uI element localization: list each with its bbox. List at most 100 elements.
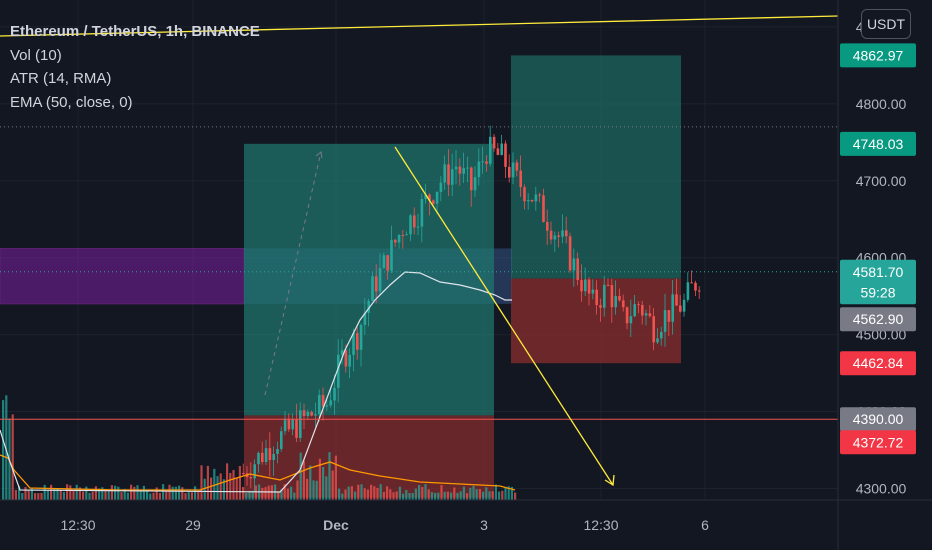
volume-bar xyxy=(43,484,46,500)
volume-bar xyxy=(248,490,251,500)
volume-bar xyxy=(475,489,478,500)
volume-bar xyxy=(152,492,155,500)
candle-body xyxy=(633,304,636,317)
chart-title[interactable]: Ethereum / TetherUS, 1h, BINANCE xyxy=(10,23,260,40)
volume-bar xyxy=(325,476,328,500)
candle-body xyxy=(249,477,253,479)
volume-bar xyxy=(514,492,517,500)
volume-bar xyxy=(430,492,433,500)
volume-bars xyxy=(2,395,517,500)
candle-body xyxy=(454,166,458,170)
volume-bar xyxy=(149,493,152,500)
candle-body xyxy=(363,312,367,325)
volume-bar xyxy=(370,484,373,500)
volume-bar xyxy=(510,486,513,500)
candle-body xyxy=(470,167,473,191)
candle-body xyxy=(625,307,629,324)
volume-bar xyxy=(245,492,248,500)
candle-body xyxy=(287,418,291,430)
volume-bar xyxy=(235,477,238,500)
volume-bar xyxy=(293,492,296,500)
volume-bar xyxy=(114,485,117,500)
candle-body xyxy=(261,452,264,462)
volume-bar xyxy=(469,487,472,500)
volume-bar xyxy=(267,485,270,500)
price-tick-label: 4800.00 xyxy=(856,96,907,112)
volume-bar xyxy=(75,484,78,500)
volume-bar xyxy=(226,463,229,500)
volume-bar xyxy=(466,493,469,500)
candle-body xyxy=(397,234,401,243)
volume-bar xyxy=(446,491,449,500)
candle-body xyxy=(257,452,260,465)
currency-button[interactable]: USDT xyxy=(861,9,911,39)
volume-bar xyxy=(21,492,24,500)
volume-bar xyxy=(11,414,14,500)
volume-bar xyxy=(408,493,411,500)
candle-body xyxy=(496,148,500,155)
trend-line xyxy=(0,15,839,37)
indicator-ema[interactable]: EMA (50, close, 0) xyxy=(10,93,133,111)
candle-body xyxy=(344,350,348,367)
candle-body xyxy=(561,230,564,237)
candle-body xyxy=(299,410,302,438)
price-badge-label: 59:28 xyxy=(860,284,895,300)
time-tick-label: 12:30 xyxy=(583,517,618,533)
volume-bar xyxy=(494,484,497,500)
candlesticks xyxy=(242,125,701,492)
price-tick-label: 4700.00 xyxy=(856,173,907,189)
volume-bar xyxy=(40,492,43,500)
price-badge xyxy=(840,407,916,432)
volume-bar xyxy=(491,491,494,500)
candle-body xyxy=(439,182,443,192)
volume-bar xyxy=(507,486,510,500)
indicator-volume[interactable]: Vol (10) xyxy=(10,46,62,64)
volume-bar xyxy=(174,486,177,500)
candle-body xyxy=(413,215,416,228)
candle-body xyxy=(348,354,351,367)
candle-body xyxy=(321,394,325,407)
volume-bar xyxy=(178,485,181,500)
volume-bar xyxy=(34,493,37,500)
volume-bar xyxy=(94,486,97,500)
candle-body xyxy=(291,419,294,430)
volume-bar xyxy=(328,452,331,500)
candle-body xyxy=(325,405,329,407)
candle-body xyxy=(546,221,549,231)
candle-body xyxy=(371,276,374,301)
volume-bar xyxy=(30,487,33,500)
volume-bar xyxy=(181,487,184,500)
candle-body xyxy=(329,400,332,406)
price-badge xyxy=(840,307,916,332)
candle-body xyxy=(432,200,435,204)
volume-bar xyxy=(229,472,232,500)
volume-bar xyxy=(146,491,149,500)
volume-bar xyxy=(338,488,341,500)
volume-bar xyxy=(101,487,104,500)
candle-body xyxy=(519,170,522,188)
candle-body xyxy=(340,350,344,355)
candle-body xyxy=(686,282,690,300)
volume-bar xyxy=(270,485,273,500)
price-badge-label: 4748.03 xyxy=(853,136,904,152)
candle-body xyxy=(610,285,614,308)
down-arrow-line xyxy=(394,146,614,486)
volume-bar xyxy=(334,455,337,500)
volume-bar xyxy=(427,489,430,500)
price-badge xyxy=(840,280,916,305)
volume-bar xyxy=(171,486,174,500)
candle-body xyxy=(492,136,496,149)
volume-bar xyxy=(459,491,462,500)
candle-body xyxy=(622,300,625,308)
price-badge-label: 4390.00 xyxy=(853,411,904,427)
candle-body xyxy=(523,187,526,202)
volume-bar xyxy=(120,492,123,500)
volume-bar xyxy=(462,486,465,500)
indicator-atr[interactable]: ATR (14, RMA) xyxy=(10,70,112,87)
candle-body xyxy=(637,304,640,306)
candle-body xyxy=(378,268,382,292)
candle-body xyxy=(675,294,678,306)
candle-body xyxy=(302,410,306,417)
candle-body xyxy=(603,284,606,308)
